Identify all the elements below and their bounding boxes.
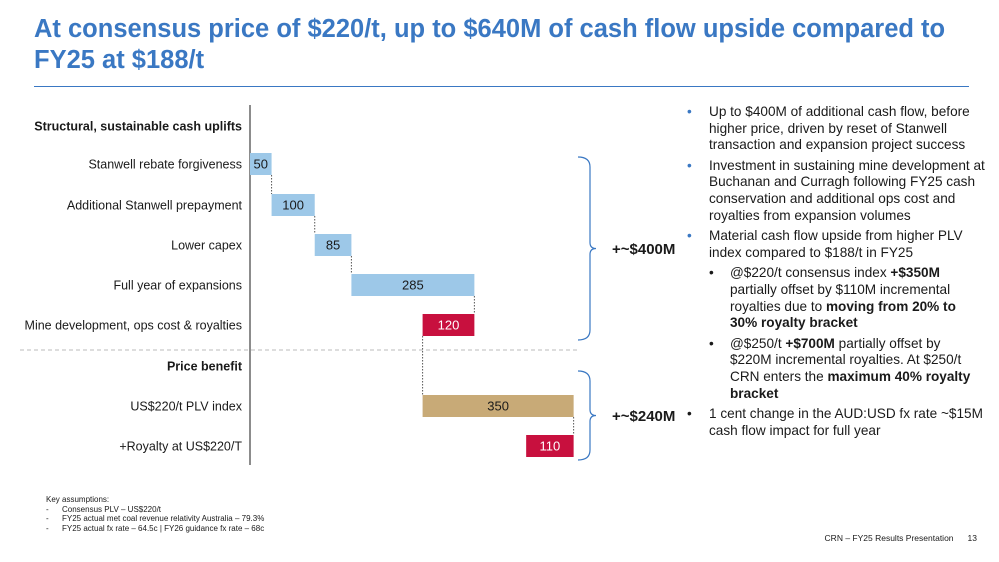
bullet-dot-icon: • — [687, 104, 692, 119]
assumption-item: - FY25 actual fx rate – 64.5c | FY26 guid… — [46, 523, 265, 533]
key-assumptions: Key assumptions: - Consensus PLV – US$220… — [46, 495, 264, 533]
data-label: 50 — [254, 157, 268, 172]
waterfall-bar — [422, 314, 475, 336]
category-label: +Royalty at US$220/T — [119, 440, 242, 454]
section-total-label: +~$240M — [612, 408, 675, 425]
bullet-item: • Material cash flow upside from higher P… — [687, 228, 963, 260]
data-label: 85 — [326, 238, 340, 253]
data-label: 285 — [402, 278, 424, 293]
section-label: Price benefit — [167, 360, 243, 374]
bullet-item: • Investment in sustaining mine developme… — [687, 157, 985, 223]
category-label: Stanwell rebate forgiveness — [88, 158, 242, 172]
section-bracket — [577, 370, 597, 461]
category-label: Additional Stanwell prepayment — [67, 199, 243, 213]
bullet-dot-icon: • — [687, 406, 692, 422]
category-label: Full year of expansions — [113, 279, 242, 293]
category-label: Lower capex — [171, 239, 243, 253]
sub-bullet-item: • @$220/t consensus index +$350M partiall… — [709, 265, 956, 331]
bullet-dot-icon: • — [709, 265, 714, 281]
footer: CRN – FY25 Results Presentation 13 — [825, 533, 977, 543]
section-label: Structural, sustainable cash uplifts — [34, 120, 242, 134]
bullet-item: • 1 cent change in the AUD:USD fx rate ~$… — [687, 406, 983, 438]
data-label: 110 — [540, 439, 561, 454]
data-label: 350 — [487, 399, 509, 414]
data-label: 120 — [438, 318, 460, 333]
assumption-item: - Consensus PLV – US$220/t — [46, 504, 162, 514]
category-label: US$220/t PLV index — [130, 400, 242, 414]
bullet-item: • Up to $400M of additional cash flow, be… — [687, 104, 970, 153]
waterfall-bar — [351, 274, 475, 296]
waterfall-bar — [271, 194, 315, 216]
assumptions-heading: Key assumptions: — [46, 495, 110, 504]
bullet-dot-icon: • — [687, 157, 692, 173]
section-bracket — [577, 156, 597, 341]
waterfall-bar — [314, 234, 352, 256]
waterfall-bar — [526, 435, 574, 457]
waterfall-bar — [250, 153, 272, 175]
bullet-dot-icon: • — [709, 335, 714, 351]
section-total-label: +~$400M — [612, 241, 675, 258]
bullet-dot-icon: • — [687, 228, 692, 244]
category-label: Mine development, ops cost & royalties — [25, 319, 242, 333]
page-title: At consensus price of $220/t, up to $640… — [34, 15, 946, 74]
assumption-item: - FY25 actual met coal revenue relativity… — [46, 514, 265, 523]
title-divider — [34, 86, 969, 87]
footer-text: CRN – FY25 Results Presentation — [824, 533, 954, 543]
waterfall-bar — [422, 395, 574, 417]
data-label: 100 — [282, 198, 304, 213]
waterfall-chart: Structural, sustainable cash uplifts Pric… — [20, 105, 675, 465]
commentary-bullets: • Up to $400M of additional cash flow, be… — [685, 104, 985, 439]
sub-bullet-item: • @$250/t +$700M partially offset by $220… — [709, 335, 971, 401]
page-number: 13 — [967, 533, 977, 543]
